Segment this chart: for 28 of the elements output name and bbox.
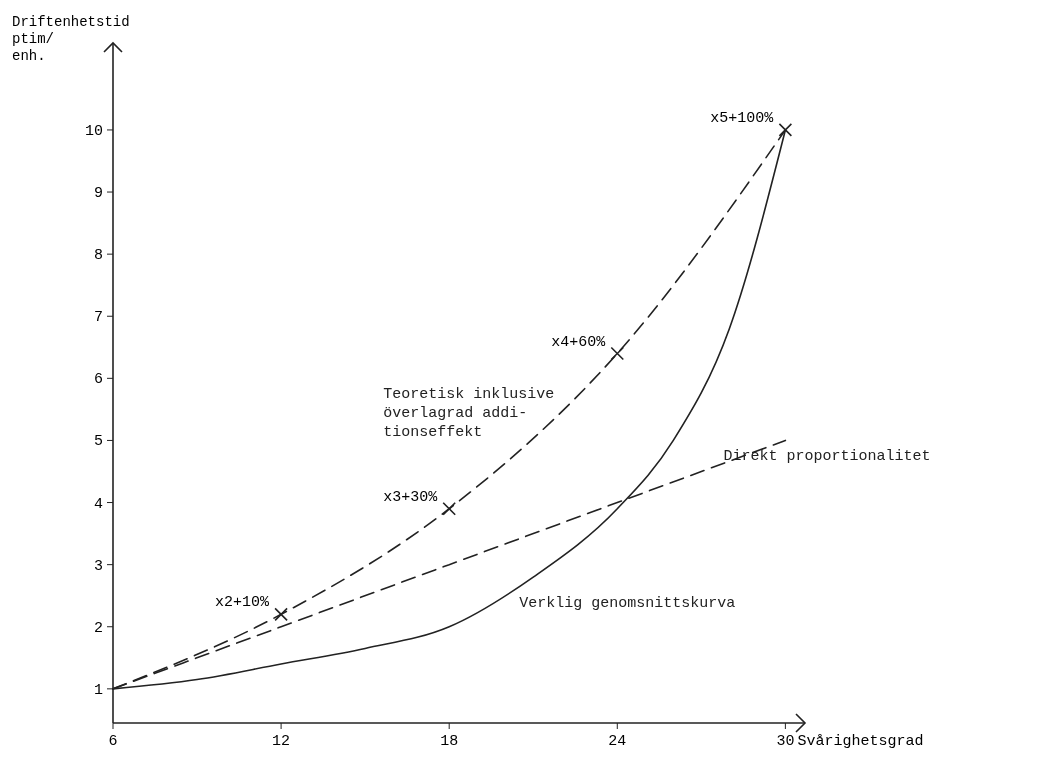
y-tick-label: 5 <box>93 433 103 451</box>
y-tick-label: 2 <box>93 619 103 637</box>
series-label: Direkt proportionalitet <box>723 448 931 466</box>
x-tick-label: 24 <box>608 733 627 750</box>
annotation: x5+100% <box>710 109 775 127</box>
annotation: x4+60% <box>551 333 607 351</box>
y-tick-label: 6 <box>93 371 103 389</box>
y-tick-label: 1 <box>93 681 103 699</box>
x-tick-label: 18 <box>440 733 459 750</box>
point <box>610 346 625 361</box>
point <box>442 501 456 516</box>
point <box>778 123 793 137</box>
point <box>274 607 288 622</box>
series-label: Verklig genomsnittskurva <box>519 594 736 612</box>
y-tick-label: 9 <box>93 185 103 203</box>
y-tick-label: 8 <box>93 247 103 265</box>
x-axis-title: Svårighetsgrad <box>797 733 924 750</box>
y-tick-label: 10 <box>84 122 103 140</box>
annotation: x2+10% <box>215 594 271 612</box>
x-tick-label: 12 <box>272 733 291 750</box>
annotation: x3+30% <box>383 488 439 506</box>
y-tick-label: 3 <box>93 557 103 575</box>
y-tick-label: 4 <box>93 495 103 513</box>
x-tick-label: 6 <box>108 733 118 750</box>
x-tick-label: 30 <box>776 733 795 750</box>
series-label: Teoretisk inklusive överlagrad addi- tionseffekt <box>383 385 555 441</box>
y-axis-title: Driftenhetstid ptim/ enh. <box>12 14 130 64</box>
y-tick-label: 7 <box>93 309 103 327</box>
